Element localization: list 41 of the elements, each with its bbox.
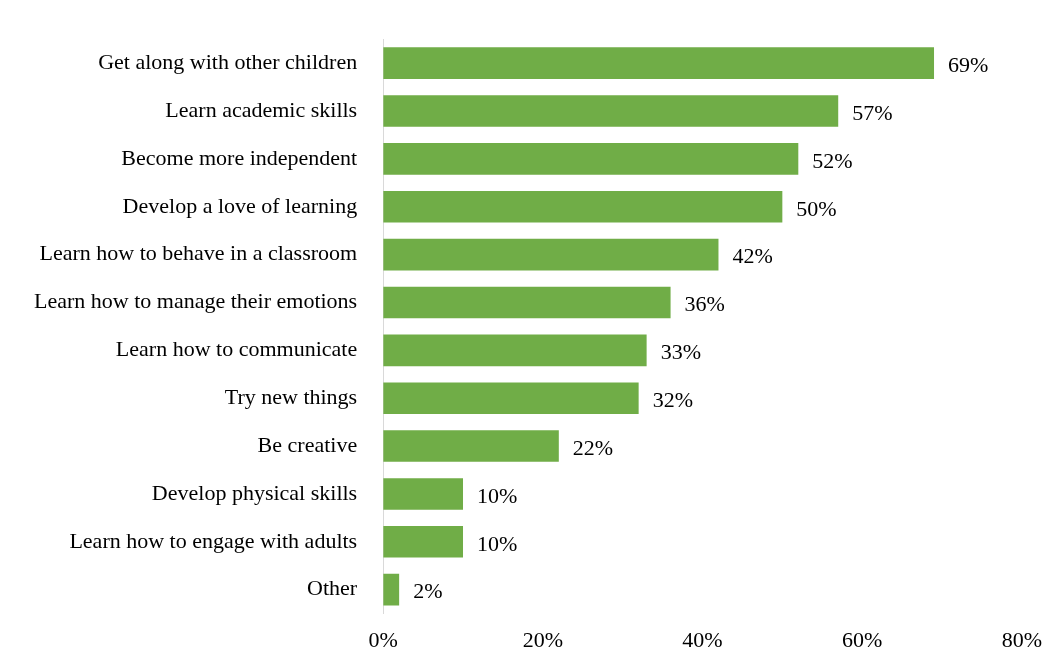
x-tick-label: 20%	[522, 626, 564, 652]
x-tick-label: 60%	[842, 626, 883, 652]
data-label: 57%	[852, 99, 893, 125]
y-tick-label: Try new things	[224, 383, 358, 409]
x-tick-label: 40%	[682, 626, 723, 652]
data-label: 36%	[684, 291, 725, 317]
bar	[383, 238, 719, 271]
bar	[383, 430, 559, 462]
bar	[383, 286, 671, 319]
data-label: 69%	[948, 51, 989, 77]
data-label: 22%	[572, 434, 614, 460]
data-label: 42%	[732, 243, 773, 269]
y-tick-label: Develop a love of learning	[122, 192, 358, 218]
data-label: 10%	[477, 530, 518, 556]
bar	[383, 382, 639, 414]
data-label: 32%	[652, 386, 693, 412]
data-label: 33%	[660, 339, 701, 365]
bar	[383, 526, 464, 558]
y-tick-label: Learn how to engage with adults	[69, 527, 358, 553]
bar	[383, 190, 783, 223]
y-tick-label: Learn academic skills	[165, 96, 358, 122]
bar	[383, 47, 935, 79]
y-tick-label: Be creative	[257, 431, 358, 457]
y-tick-label: Learn how to communicate	[115, 336, 358, 362]
data-label: 52%	[812, 147, 853, 173]
data-label: 10%	[477, 482, 518, 508]
x-tick-label: 80%	[1001, 626, 1042, 652]
bar	[383, 95, 839, 127]
y-tick-label: Become more independent	[121, 144, 358, 170]
bar	[383, 143, 799, 175]
data-label: 2%	[413, 578, 443, 604]
y-tick-label: Other	[307, 575, 358, 601]
bar	[383, 334, 647, 367]
x-tick-label: 0%	[368, 626, 398, 652]
data-label: 50%	[796, 195, 837, 221]
bar	[383, 478, 464, 510]
bar	[383, 573, 400, 606]
y-tick-label: Learn how to behave in a classroom	[39, 240, 358, 266]
y-tick-label: Learn how to manage their emotions	[33, 288, 358, 314]
y-tick-label: Get along with other children	[98, 48, 358, 74]
y-tick-label: Develop physical skills	[151, 479, 358, 505]
